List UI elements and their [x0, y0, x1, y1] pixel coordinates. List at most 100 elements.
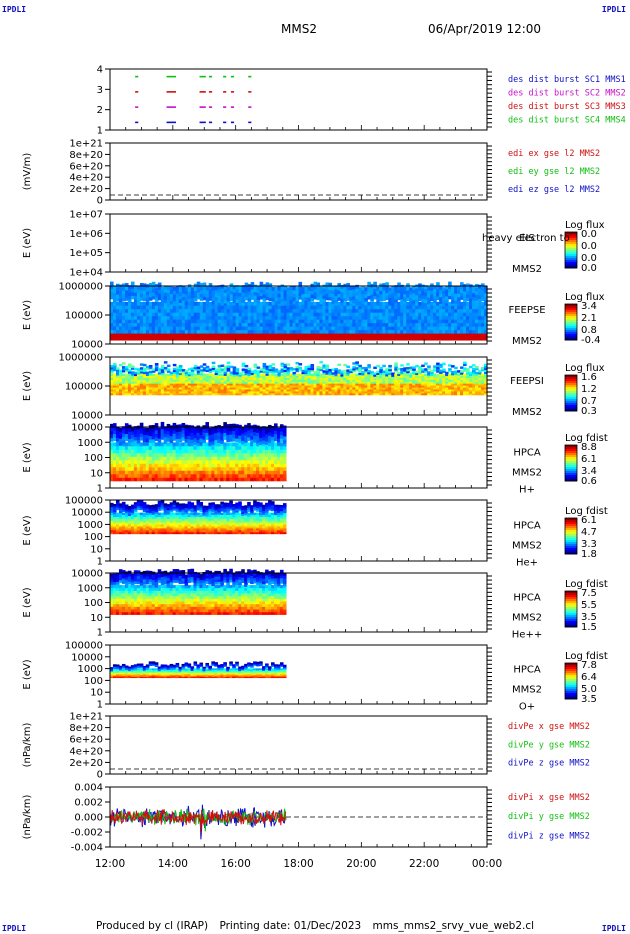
spectrogram-cell: [376, 389, 380, 392]
spectrogram-cell: [478, 301, 482, 306]
spectrogram-cell: [343, 294, 347, 299]
spectrogram-cell: [379, 326, 383, 331]
spectrogram-cell: [112, 299, 117, 304]
spectrogram-cell: [124, 433, 129, 438]
spectrogram-cell: [145, 445, 150, 450]
spectrogram-cell: [316, 333, 321, 338]
spectrogram-cell: [241, 285, 246, 290]
spectrogram-cell: [376, 312, 380, 317]
spectrogram-cell: [163, 295, 168, 300]
spectrogram-cell: [112, 333, 117, 338]
spectrogram-cell: [400, 305, 404, 310]
spectrogram-cell: [145, 294, 150, 299]
spectrogram-cell: [184, 438, 189, 443]
spectrogram-cell: [199, 369, 204, 372]
spectrogram-cell: [148, 308, 153, 313]
spectrogram-cell: [418, 286, 422, 291]
spectrogram-cell: [484, 390, 488, 394]
spectrogram-cell: [121, 466, 126, 471]
spectrogram-cell: [394, 312, 398, 317]
spectrogram-cell: [130, 322, 135, 327]
spectrogram-cell: [184, 456, 189, 461]
spectrogram-cell: [124, 289, 129, 294]
spectrogram-cell: [154, 315, 159, 320]
spectrogram-cell: [328, 315, 333, 320]
spectrogram-cell: [457, 300, 461, 305]
spectrogram-cell: [319, 383, 324, 386]
spectrogram-cell: [148, 435, 153, 440]
spectrogram-cell: [451, 379, 455, 382]
spectrogram-cell: [172, 477, 177, 482]
spectrogram-cell: [289, 292, 294, 297]
spectrogram-cell: [250, 285, 255, 290]
spectrogram-cell: [211, 329, 216, 334]
spectrogram-cell: [277, 389, 282, 392]
spectrogram-cell: [127, 295, 132, 300]
spectrogram-cell: [352, 373, 356, 376]
spectrogram-cell: [151, 319, 156, 324]
spectrogram-cell: [328, 385, 333, 388]
spectrogram-cell: [145, 373, 150, 376]
spectrogram-cell: [307, 390, 312, 394]
spectrogram-cell: [337, 319, 341, 324]
spectrogram-cell: [316, 289, 321, 294]
spectrogram-cell: [202, 390, 207, 394]
spectrogram-cell: [157, 370, 162, 373]
spectrogram-cell: [112, 308, 117, 313]
spectrogram-cell: [130, 383, 135, 386]
spectrogram-cell: [247, 433, 251, 438]
spectrogram-cell: [436, 333, 440, 338]
spectrogram-cell: [427, 333, 431, 338]
y-tick-label: 1: [97, 126, 103, 137]
spectrogram-cell: [184, 308, 189, 313]
spectrogram-cell: [115, 367, 120, 370]
spectrogram-cell: [364, 373, 368, 376]
spectrogram-cell: [481, 373, 485, 376]
spectrogram-cell: [388, 290, 392, 295]
spectrogram-cell: [127, 383, 132, 386]
spectrogram-cell: [142, 290, 147, 295]
spectrogram-cell: [289, 333, 294, 338]
spectrogram-cell: [454, 315, 458, 320]
spectrogram-cell: [151, 295, 156, 300]
spectrogram-cell: [439, 389, 443, 392]
spectrogram-cell: [205, 387, 210, 390]
spectrogram-cell: [187, 435, 192, 440]
spectrogram-cell: [235, 470, 239, 475]
spectrogram-cell: [244, 390, 249, 394]
spectrogram-cell: [286, 373, 291, 376]
spectrogram-cell: [139, 449, 144, 454]
spectrogram-cell: [175, 456, 180, 461]
spectrogram-cell: [208, 375, 213, 378]
spectrogram-cell: [202, 379, 207, 382]
spectrogram-cell: [280, 322, 285, 327]
spectrogram-cell: [178, 336, 183, 341]
spectrogram-cell: [307, 379, 312, 382]
spectrogram-cell: [307, 371, 312, 374]
spectrogram-cell: [166, 315, 171, 320]
spectrogram-cell: [163, 292, 168, 297]
spectrogram-cell: [193, 333, 198, 338]
spectrogram-cell: [448, 288, 452, 293]
colorbar-label: 1.6: [581, 372, 597, 383]
spectrogram-cell: [382, 301, 386, 306]
spectrogram-cell: [238, 333, 243, 338]
spectrogram-cell: [478, 312, 482, 317]
spectrogram-cell: [457, 329, 461, 334]
spectrogram-cell: [325, 305, 330, 310]
spectrogram-cell: [313, 373, 318, 376]
spectrogram-cell: [181, 333, 186, 338]
spectrogram-cell: [418, 385, 422, 388]
spectrogram-cell: [160, 421, 165, 426]
spectrogram-cell: [226, 452, 230, 457]
spectrogram-cell: [277, 305, 282, 310]
spectrogram-cell: [193, 315, 198, 320]
spectrogram-cell: [310, 390, 315, 394]
spectrogram-cell: [127, 371, 132, 374]
spectrogram-cell: [268, 312, 273, 317]
spectrogram-cell: [208, 377, 213, 380]
spectrogram-cell: [133, 390, 138, 394]
spectrogram-cell: [421, 305, 425, 310]
spectrogram-cell: [121, 319, 126, 324]
spectrogram-cell: [394, 285, 398, 290]
